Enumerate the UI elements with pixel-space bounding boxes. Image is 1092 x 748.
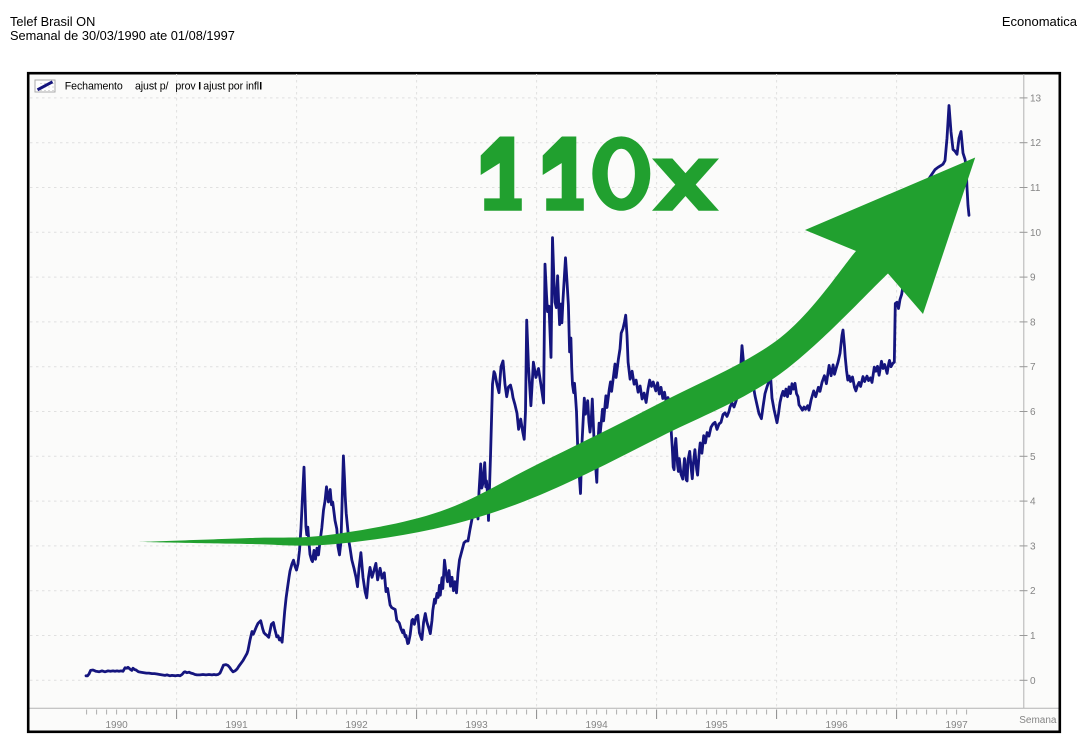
svg-text:1997: 1997	[945, 720, 968, 731]
svg-text:10: 10	[1030, 228, 1042, 239]
svg-text:4: 4	[1030, 497, 1036, 508]
svg-text:7: 7	[1030, 362, 1036, 373]
svg-text:1996: 1996	[825, 720, 848, 731]
svg-text:8: 8	[1030, 317, 1036, 328]
svg-text:1994: 1994	[585, 720, 608, 731]
svg-text:1991: 1991	[225, 720, 248, 731]
svg-text:0: 0	[1030, 676, 1036, 687]
svg-text:Semana: Semana	[1019, 715, 1057, 726]
svg-text:5: 5	[1030, 452, 1036, 463]
svg-text:1990: 1990	[105, 720, 128, 731]
svg-text:3: 3	[1030, 541, 1036, 552]
svg-text:13: 13	[1030, 93, 1042, 104]
svg-text:12: 12	[1030, 138, 1042, 149]
svg-text:1995: 1995	[705, 720, 728, 731]
svg-text:2: 2	[1030, 586, 1036, 597]
svg-text:9: 9	[1030, 273, 1036, 284]
svg-text:1: 1	[1030, 631, 1036, 642]
svg-text:1992: 1992	[345, 720, 368, 731]
svg-text:11: 11	[1030, 183, 1041, 194]
svg-text:1993: 1993	[465, 720, 488, 731]
svg-text:6: 6	[1030, 407, 1036, 418]
